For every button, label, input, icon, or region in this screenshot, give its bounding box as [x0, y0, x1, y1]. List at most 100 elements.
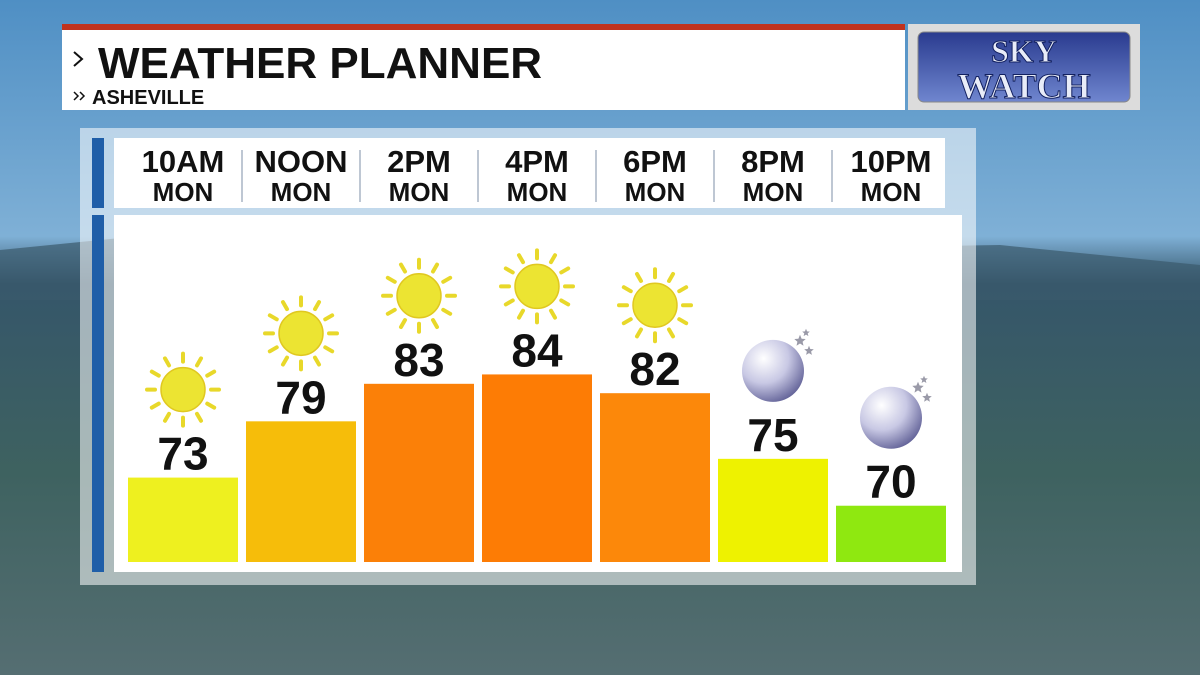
sun-ray — [635, 272, 643, 283]
sun-ray — [313, 355, 321, 367]
time-label: 10PM — [851, 144, 932, 179]
time-label: NOON — [255, 144, 348, 179]
value-label: 83 — [393, 334, 444, 386]
star — [794, 334, 806, 346]
value-label: 70 — [865, 456, 916, 508]
sun-ray — [323, 345, 335, 354]
sun-ray — [195, 356, 203, 368]
sun-ray — [517, 308, 525, 320]
sun-ray — [205, 401, 217, 410]
weather-icon — [617, 267, 693, 344]
sun-ray — [267, 345, 279, 354]
sun-disc — [632, 282, 678, 328]
sun-ray — [281, 300, 289, 312]
star — [804, 345, 814, 355]
sun-ray — [621, 285, 633, 294]
sun-ray — [517, 253, 525, 265]
value-label: 82 — [629, 343, 680, 395]
sun-disc — [396, 273, 442, 319]
bar — [600, 393, 710, 562]
sun-ray — [385, 275, 397, 284]
weather-icon — [499, 248, 575, 325]
logo-text: WATCH — [957, 66, 1090, 106]
header-bar — [62, 24, 905, 110]
day-label: MON — [507, 177, 568, 207]
sun-ray — [667, 272, 675, 283]
moon-disc — [860, 386, 922, 449]
arrow — [73, 51, 84, 67]
sun-ray — [441, 275, 453, 284]
sun-ray — [399, 262, 407, 274]
sun-ray — [549, 308, 557, 320]
day-label: MON — [743, 177, 804, 207]
sun-ray — [677, 285, 689, 294]
sun-ray — [205, 369, 217, 378]
value-label: 84 — [511, 324, 563, 376]
weather-icon — [860, 375, 932, 449]
time-label: 6PM — [623, 144, 687, 179]
star — [920, 375, 928, 383]
weather-icon — [381, 257, 457, 334]
sun-ray — [267, 313, 279, 322]
logo-box — [917, 31, 1131, 103]
moon-disc — [742, 339, 804, 402]
header-row — [114, 138, 945, 208]
value-label: 75 — [747, 409, 798, 461]
title: WEATHER PLANNER — [98, 39, 542, 88]
weather-icon — [742, 328, 814, 402]
logo-text: SKY — [991, 33, 1057, 69]
time-label: 4PM — [505, 144, 569, 179]
panel-stripe — [92, 215, 104, 572]
header-stripe — [62, 24, 905, 30]
sun-ray — [635, 327, 643, 339]
sun-disc — [278, 310, 324, 357]
sun-disc — [160, 366, 206, 413]
subtitle: ASHEVILLE — [92, 87, 204, 109]
sun-ray — [431, 318, 439, 329]
arrow — [73, 91, 86, 101]
day-label: MON — [389, 177, 450, 207]
day-label: MON — [271, 177, 332, 207]
sun-ray — [503, 266, 515, 275]
sun-ray — [149, 401, 161, 410]
time-label: 2PM — [387, 144, 451, 179]
sun-ray — [431, 262, 439, 274]
bar — [836, 505, 946, 562]
value-label: 79 — [275, 371, 326, 423]
sun-ray — [313, 300, 321, 312]
star — [912, 381, 924, 393]
sun-ray — [503, 298, 515, 307]
sun-disc — [514, 263, 560, 310]
day-label: MON — [625, 177, 686, 207]
bar — [718, 458, 828, 562]
sun-ray — [195, 411, 203, 423]
sun-ray — [621, 317, 633, 326]
bar — [482, 374, 592, 562]
sun-ray — [163, 411, 171, 423]
weather-icon — [145, 351, 221, 428]
sun-ray — [667, 327, 675, 339]
bar — [364, 383, 474, 562]
weather-icon — [263, 295, 339, 372]
sun-ray — [549, 253, 557, 265]
time-label: 8PM — [741, 144, 805, 179]
sun-ray — [385, 307, 397, 316]
day-label: MON — [153, 177, 214, 207]
time-label: 10AM — [142, 144, 225, 179]
sun-ray — [559, 266, 571, 275]
panel-stripe — [92, 138, 104, 208]
sun-ray — [677, 317, 689, 326]
value-label: 73 — [157, 428, 208, 480]
star — [922, 392, 932, 402]
sun-ray — [281, 355, 289, 367]
sun-ray — [559, 298, 571, 307]
sun-ray — [441, 307, 453, 316]
bar — [128, 477, 238, 562]
bar — [246, 421, 356, 562]
sun-ray — [149, 369, 161, 378]
sun-ray — [399, 318, 407, 329]
sun-ray — [163, 356, 171, 368]
day-label: MON — [861, 177, 922, 207]
